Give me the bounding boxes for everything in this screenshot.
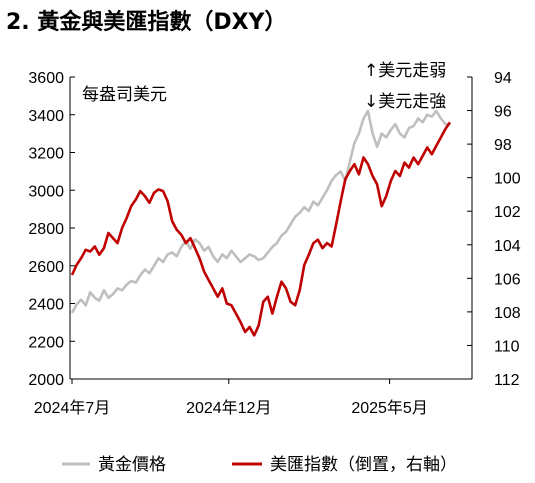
left-tick-label: 3400 — [28, 108, 64, 125]
legend-dxy-label: 美匯指數（倒置，右軸） — [270, 455, 457, 475]
dxy-inverted-line — [70, 121, 452, 337]
left-axis-ticks: 2000 2200 2400 2600 2800 3000 3200 3400 3600 — [28, 70, 75, 389]
dollar-weaker-note: ↑美元走弱 — [364, 61, 446, 81]
left-tick-label: 3600 — [28, 70, 64, 87]
left-tick-label: 2000 — [28, 372, 64, 389]
right-tick-label: 104 — [494, 238, 521, 255]
left-tick-label: 3000 — [28, 183, 64, 200]
x-tick-label: 2024年12月 — [186, 399, 271, 417]
right-tick-label: 106 — [494, 271, 521, 288]
chart-title: 2. 黃金與美匯指數（DXY） — [6, 10, 287, 35]
right-tick-label: 102 — [494, 204, 521, 221]
right-tick-label: 108 — [494, 305, 521, 322]
gold-price-line — [70, 109, 450, 314]
left-tick-label: 2200 — [28, 334, 64, 351]
dollar-stronger-note: ↓美元走強 — [364, 92, 446, 112]
right-axis-ticks: 94 96 98 100 102 104 106 108 110 112 — [467, 70, 521, 389]
right-tick-label: 98 — [494, 137, 512, 154]
legend-gold-label: 黃金價格 — [98, 455, 166, 475]
right-tick-label: 100 — [494, 171, 521, 188]
left-tick-label: 2600 — [28, 259, 64, 276]
x-tick-label: 2024年7月 — [34, 399, 111, 417]
left-tick-label: 3200 — [28, 146, 64, 163]
x-tick-label: 2025年5月 — [351, 399, 428, 417]
right-tick-label: 112 — [494, 372, 520, 389]
axes-frame — [69, 77, 473, 380]
right-tick-label: 94 — [494, 70, 512, 87]
right-tick-label: 96 — [494, 104, 512, 121]
right-tick-label: 110 — [494, 338, 520, 355]
left-tick-label: 2400 — [28, 297, 64, 314]
left-tick-label: 2800 — [28, 221, 64, 238]
left-axis-unit-note: 每盎司美元 — [82, 85, 167, 105]
series-layer — [70, 109, 452, 337]
x-axis-ticks: 2024年7月 2024年12月 2025年5月 — [34, 379, 428, 417]
